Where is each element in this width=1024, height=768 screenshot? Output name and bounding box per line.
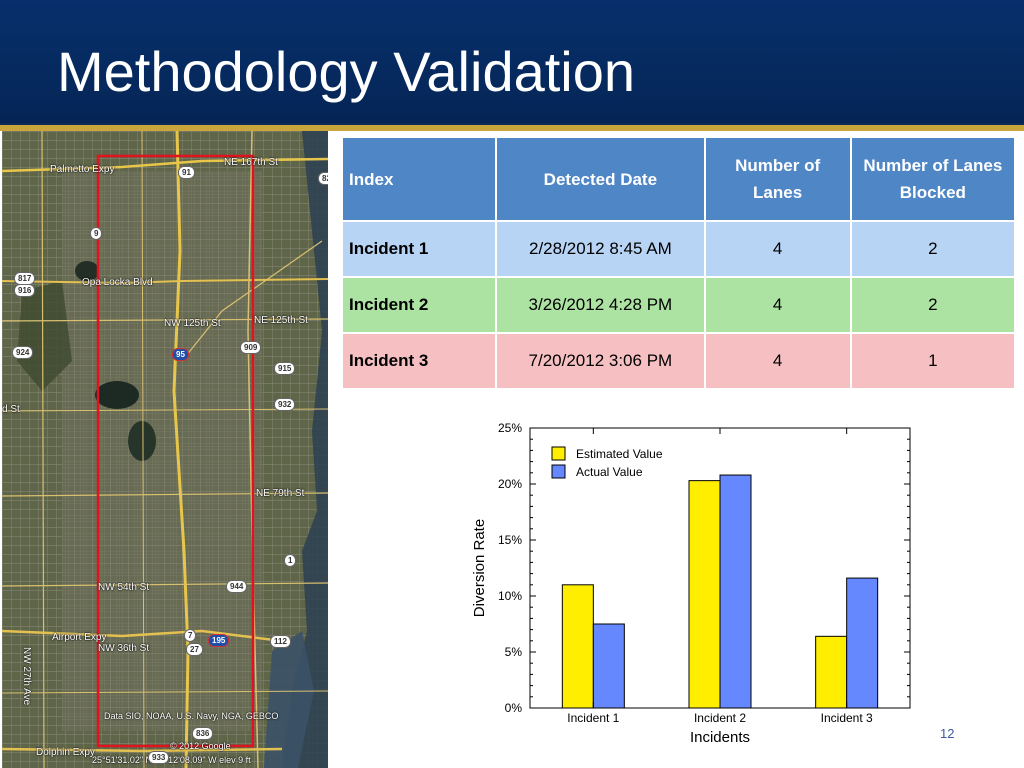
y-tick-label: 5% — [505, 645, 523, 659]
bar — [719, 474, 752, 709]
slide-header: Methodology Validation — [0, 0, 1024, 125]
map-label: Airport Expy — [52, 632, 107, 643]
y-tick-label: 15% — [498, 533, 522, 547]
map-label: NE 167th St — [224, 157, 278, 168]
y-axis-label: Diversion Rate — [471, 519, 488, 617]
cell-date: 7/20/2012 3:06 PM — [497, 334, 704, 388]
header-number-of-lanes: Number of Lanes — [705, 138, 850, 220]
table-row: Incident 2 3/26/2012 4:28 PM 4 2 — [343, 278, 1014, 332]
header-accent-bar — [0, 125, 1024, 131]
cell-date: 3/26/2012 4:28 PM — [497, 278, 704, 332]
route-shield: 924 — [12, 346, 34, 359]
route-shield: 112 — [270, 635, 291, 648]
interstate-shield: 195 — [208, 634, 230, 647]
map-image — [2, 131, 328, 768]
map-label: NW 125th St — [164, 318, 221, 329]
map-label: NW 27th Ave — [21, 647, 32, 706]
route-shield: 7 — [184, 629, 197, 642]
cell-blocked: 2 — [851, 222, 1014, 276]
route-shield: 27 — [186, 643, 203, 656]
satellite-map: NE 167th St Palmetto Expy Opa Locka Blvd… — [2, 131, 328, 768]
table-row: Incident 1 2/28/2012 8:45 AM 4 2 — [343, 222, 1014, 276]
diversion-rate-chart: 0% 5% 10% 15% 20% 25% Incident 1 Incident 2 Inci… — [471, 421, 911, 746]
map-label: Dolphin Expy — [36, 747, 95, 758]
map-label: NW 36th St — [98, 643, 150, 654]
cell-index: Incident 2 — [343, 278, 496, 332]
y-tick-label: 10% — [498, 589, 522, 603]
bar — [592, 623, 625, 709]
map-label: Palmetto Expy — [50, 164, 115, 175]
cell-date: 2/28/2012 8:45 AM — [497, 222, 704, 276]
cell-blocked: 1 — [851, 334, 1014, 388]
route-shield: 916 — [14, 284, 36, 297]
map-label: NW 54th St — [98, 582, 150, 593]
bar — [688, 480, 721, 709]
cell-lanes: 4 — [705, 334, 850, 388]
map-label: Opa Locka Blvd — [82, 277, 153, 288]
legend-label: Estimated Value — [576, 447, 663, 461]
incident-table: Index Detected Date Number of Lanes Numb… — [341, 136, 1016, 390]
cell-index: Incident 3 — [343, 334, 496, 388]
x-tick-label: Incident 1 — [567, 711, 619, 725]
interstate-shield: 95 — [172, 348, 189, 361]
legend-swatch — [551, 446, 566, 461]
map-coordinates: 25°51'31.02" N 80°12'08.09" W elev 9 ft — [92, 755, 251, 765]
route-shield: 9 — [90, 227, 103, 240]
bar — [561, 584, 594, 709]
cell-blocked: 2 — [851, 278, 1014, 332]
table-row: Incident 3 7/20/2012 3:06 PM 4 1 — [343, 334, 1014, 388]
route-shield: 836 — [192, 727, 214, 740]
x-tick-label: Incident 2 — [694, 711, 746, 725]
route-shield: 915 — [274, 362, 296, 375]
map-label: d St — [2, 404, 20, 415]
legend-label: Actual Value — [576, 465, 643, 479]
x-axis-label: Incidents — [690, 729, 750, 746]
route-shield: 91 — [178, 166, 195, 179]
cell-index: Incident 1 — [343, 222, 496, 276]
route-shield: 944 — [226, 580, 248, 593]
study-area-rectangle — [96, 154, 255, 748]
route-shield: 932 — [274, 398, 296, 411]
table-header-row: Index Detected Date Number of Lanes Numb… — [343, 138, 1014, 220]
route-shield: 826 — [318, 172, 328, 185]
cell-lanes: 4 — [705, 222, 850, 276]
cell-lanes: 4 — [705, 278, 850, 332]
x-tick-label: Incident 3 — [821, 711, 873, 725]
bar — [815, 635, 848, 709]
y-tick-label: 25% — [498, 421, 522, 435]
header-detected-date: Detected Date — [497, 138, 704, 220]
header-lanes-blocked: Number of Lanes Blocked — [851, 138, 1014, 220]
route-shield: 933 — [148, 751, 170, 764]
route-shield: 1 — [284, 554, 297, 567]
y-tick-label: 0% — [505, 701, 523, 715]
legend-swatch — [551, 464, 566, 479]
map-copyright: © 2012 Google — [170, 741, 231, 751]
header-index: Index — [343, 138, 496, 220]
bar — [846, 577, 879, 709]
map-label: NE 79th St — [256, 488, 305, 499]
map-label: NE 125th St — [254, 315, 308, 326]
slide-title: Methodology Validation — [57, 40, 636, 103]
route-shield: 909 — [240, 341, 262, 354]
map-attribution: Data SIO, NOAA, U.S. Navy, NGA, GEBCO — [104, 711, 279, 721]
y-tick-label: 20% — [498, 477, 522, 491]
page-number: 12 — [940, 726, 955, 741]
